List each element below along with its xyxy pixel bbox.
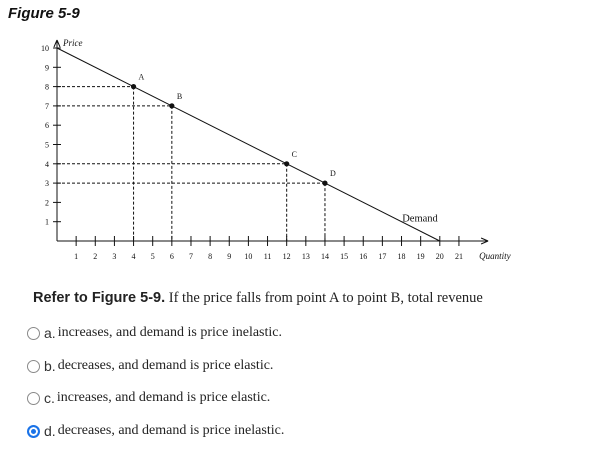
x-axis-arrow-icon xyxy=(480,237,489,245)
option-text: increases, and demand is price elastic. xyxy=(56,390,271,405)
x-tick-label: 7 xyxy=(189,252,193,261)
point-b xyxy=(169,103,175,109)
x-tick-label: 21 xyxy=(455,252,463,261)
x-tick-label: 20 xyxy=(436,252,444,261)
point-c xyxy=(284,161,290,167)
x-tick-label: 16 xyxy=(359,252,367,261)
demand-chart: 1 2 3 4 5 6 7 8 9 10 11 12 13 14 15 16 17 18 19 20 211234567… xyxy=(41,38,511,261)
y-axis-label: Price xyxy=(62,38,83,48)
y-tick-label: 2 xyxy=(45,198,49,207)
option-text: decreases, and demand is price elastic. xyxy=(57,358,274,373)
y-tick-label: 6 xyxy=(45,121,49,130)
point-label: C xyxy=(292,150,297,159)
radio-icon[interactable] xyxy=(27,326,40,340)
y-tick-label: 10 xyxy=(41,44,49,53)
demand-curve-label: Demand xyxy=(402,214,438,225)
option-text: decreases, and demand is price inelastic… xyxy=(57,423,285,438)
x-tick-label: 10 xyxy=(244,252,252,261)
point-label: D xyxy=(330,169,336,178)
option-letter: d. xyxy=(44,423,56,439)
option-letter: a. xyxy=(44,325,56,341)
point-d xyxy=(322,180,328,186)
radio-icon[interactable] xyxy=(27,424,40,438)
demand-curve xyxy=(56,47,441,242)
x-tick-label: 2 xyxy=(93,252,97,261)
x-tick-label: 9 xyxy=(227,252,231,261)
question-reference: Refer to Figure 5-9. xyxy=(33,290,166,306)
x-tick-label: 1 xyxy=(74,252,78,261)
x-tick-label: 11 xyxy=(264,252,272,261)
y-tick-label: 5 xyxy=(45,141,49,150)
y-tick-label: 1 xyxy=(45,218,49,227)
y-tick-label: 7 xyxy=(45,102,49,111)
question-text: Refer to Figure 5-9. If the price falls … xyxy=(33,290,483,307)
answer-option-b[interactable]: b. decreases, and demand is price elasti… xyxy=(27,357,273,375)
x-tick-label: 8 xyxy=(208,252,212,261)
x-tick-label: 13 xyxy=(302,252,310,261)
answer-option-d[interactable]: d. decreases, and demand is price inelas… xyxy=(27,422,284,440)
answer-option-a[interactable]: a. increases, and demand is price inelas… xyxy=(27,324,282,342)
point-a xyxy=(130,84,137,90)
question-body: If the price falls from point A to point… xyxy=(165,290,483,306)
x-tick-label: 6 xyxy=(170,252,174,261)
x-tick-label: 15 xyxy=(340,252,348,261)
option-text: increases, and demand is price inelastic… xyxy=(57,325,282,340)
point-label: B xyxy=(177,92,182,101)
x-tick-label: 18 xyxy=(398,252,406,261)
y-axis-arrow-icon xyxy=(53,39,61,48)
answer-option-c[interactable]: c. increases, and demand is price elasti… xyxy=(27,389,270,407)
y-tick-label: 8 xyxy=(45,83,49,92)
x-axis-label: Quantity xyxy=(479,251,511,261)
x-tick-label: 14 xyxy=(321,252,329,261)
y-tick-label: 4 xyxy=(45,160,49,169)
x-tick-label: 17 xyxy=(378,252,386,261)
x-tick-label: 5 xyxy=(151,252,155,261)
x-tick-label: 3 xyxy=(112,252,116,261)
point-label: A xyxy=(139,73,145,82)
figure-title: Figure 5-9 xyxy=(8,5,80,22)
y-tick-label: 9 xyxy=(45,63,49,72)
radio-icon[interactable] xyxy=(27,391,40,405)
y-tick-label: 3 xyxy=(45,179,49,188)
option-letter: b. xyxy=(44,358,56,374)
x-tick-label: 12 xyxy=(283,252,291,261)
radio-icon[interactable] xyxy=(27,359,40,373)
x-tick-label: 4 xyxy=(132,252,136,261)
option-letter: c. xyxy=(44,390,55,406)
x-tick-label: 19 xyxy=(417,252,425,261)
